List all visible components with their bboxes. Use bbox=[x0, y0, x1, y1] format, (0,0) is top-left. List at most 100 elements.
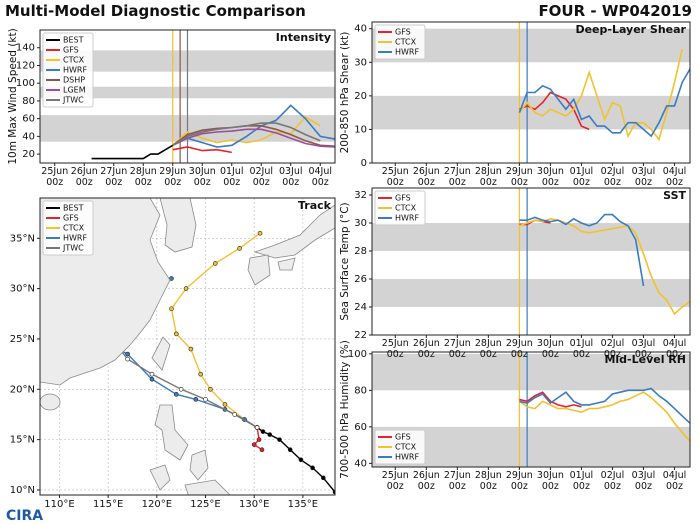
x-tick-label: 03Jul 00z bbox=[278, 166, 303, 188]
track-point bbox=[237, 246, 242, 251]
x-tick-label: 27Jun 00z bbox=[443, 470, 471, 492]
plot-area bbox=[40, 30, 335, 163]
track-point bbox=[321, 475, 326, 481]
x-tick-label: 29Jun 00z bbox=[505, 470, 533, 492]
y-tick-label: 32 bbox=[354, 190, 367, 201]
y-tick-label: 140 bbox=[16, 43, 35, 54]
x-tick-label: 28Jun 00z bbox=[474, 166, 502, 188]
legend-label: HWRF bbox=[395, 453, 419, 462]
band bbox=[372, 353, 690, 391]
y-axis-label: 200-850 hPa Shear (kt) bbox=[339, 32, 351, 154]
x-tick-label: 01Jul 00z bbox=[219, 166, 244, 188]
series-line bbox=[172, 146, 232, 154]
x-tick-label: 29Jun 00z bbox=[159, 166, 187, 188]
x-tick-label: 30Jun 00z bbox=[188, 166, 216, 188]
y-tick-label: 120 bbox=[16, 60, 35, 71]
track-point bbox=[222, 402, 228, 407]
track-point bbox=[193, 397, 199, 402]
track-point bbox=[298, 457, 304, 463]
x-tick-label: 28Jun 00z bbox=[474, 338, 502, 360]
x-tick-label: 115°E bbox=[93, 499, 123, 510]
x-tick-label: 03Jul 00z bbox=[631, 470, 656, 492]
series-line bbox=[172, 125, 335, 147]
y-tick-label: 40 bbox=[354, 24, 367, 35]
panel-title: Mid-Level RH bbox=[604, 353, 686, 366]
x-tick-label: 02Jul 00z bbox=[600, 470, 625, 492]
y-tick-label: 30 bbox=[354, 57, 367, 68]
x-tick-label: 28Jun 00z bbox=[474, 470, 502, 492]
y-tick-label: 20 bbox=[354, 91, 367, 102]
track-point bbox=[212, 261, 218, 266]
plot-frame bbox=[39, 197, 336, 496]
x-tick-label: 01Jul 00z bbox=[569, 166, 594, 188]
x-tick-label: 03Jul 00z bbox=[631, 338, 656, 360]
y-tick-label: 25°N bbox=[10, 334, 35, 345]
series-line bbox=[519, 387, 690, 424]
y-axis-label: 700-500 hPa Humidity (%) bbox=[339, 340, 351, 479]
y-tick-label: 60 bbox=[22, 114, 35, 125]
plot-area bbox=[372, 352, 690, 467]
track-point bbox=[198, 371, 203, 377]
legend-label: CTCX bbox=[395, 204, 417, 213]
y-tick-label: 22 bbox=[354, 330, 367, 341]
y-tick-label: 15°N bbox=[10, 435, 35, 446]
y-tick-label: 100 bbox=[348, 349, 367, 360]
x-tick-label: 25Jun 00z bbox=[381, 338, 409, 360]
x-tick-label: 30Jun 00z bbox=[536, 166, 564, 188]
plot-frame bbox=[371, 187, 691, 336]
track-point bbox=[188, 346, 194, 352]
legend-box bbox=[42, 200, 94, 256]
legend-box bbox=[374, 24, 426, 60]
y-tick-label: 60 bbox=[354, 422, 367, 433]
legend-box bbox=[42, 32, 94, 108]
y-tick-label: 40 bbox=[354, 458, 367, 469]
x-tick-label: 02Jul 00z bbox=[600, 166, 625, 188]
y-tick-label: 24 bbox=[354, 302, 367, 313]
track-point bbox=[267, 432, 273, 437]
series-line bbox=[519, 217, 690, 316]
x-tick-label: 27Jun 00z bbox=[100, 166, 128, 188]
track-point bbox=[260, 429, 266, 434]
y-tick-label: 10 bbox=[354, 124, 367, 135]
plot-frame bbox=[371, 351, 691, 468]
series-line bbox=[253, 427, 263, 451]
legend-label: GFS bbox=[395, 433, 411, 442]
x-tick-label: 120°E bbox=[142, 499, 172, 510]
x-tick-label: 27Jun 00z bbox=[443, 338, 471, 360]
track-point bbox=[232, 412, 238, 417]
track-point bbox=[183, 286, 189, 291]
legend-box bbox=[374, 429, 426, 465]
legend-label: DSHP bbox=[63, 76, 85, 85]
x-tick-label: 02Jul 00z bbox=[249, 166, 274, 188]
track-point bbox=[178, 386, 184, 392]
plot-area bbox=[372, 188, 690, 335]
x-tick-label: 01Jul 00z bbox=[569, 470, 594, 492]
track-point bbox=[310, 465, 315, 471]
track-point bbox=[149, 371, 155, 377]
legend-label: CTCX bbox=[63, 56, 85, 65]
x-tick-label: 30Jun 00z bbox=[536, 470, 564, 492]
legend-label: JTWC bbox=[62, 96, 84, 105]
x-tick-label: 110°E bbox=[44, 499, 74, 510]
series-line bbox=[170, 232, 261, 429]
y-tick-label: 40 bbox=[22, 131, 35, 142]
y-tick-label: 35°N bbox=[10, 233, 35, 244]
legend-label: GFS bbox=[63, 214, 79, 223]
y-tick-label: 0 bbox=[361, 158, 367, 169]
x-tick-label: 26Jun 00z bbox=[412, 166, 440, 188]
x-tick-label: 26Jun 00z bbox=[70, 166, 98, 188]
legend-label: HWRF bbox=[395, 214, 419, 223]
y-axis-label: Sea Surface Temp (°C) bbox=[339, 202, 351, 320]
track-point bbox=[257, 230, 263, 236]
legend-label: CTCX bbox=[63, 224, 85, 233]
page-title: Multi-Model Diagnostic Comparison bbox=[5, 2, 306, 20]
x-tick-label: 04Jul 00z bbox=[662, 470, 687, 492]
y-tick-label: 80 bbox=[22, 96, 35, 107]
track-point bbox=[149, 376, 155, 382]
track-point bbox=[259, 447, 265, 452]
x-tick-label: 27Jun 00z bbox=[443, 166, 471, 188]
logo: CIRA bbox=[6, 508, 43, 524]
track-point bbox=[125, 356, 130, 362]
x-tick-label: 29Jun 00z bbox=[505, 166, 533, 188]
